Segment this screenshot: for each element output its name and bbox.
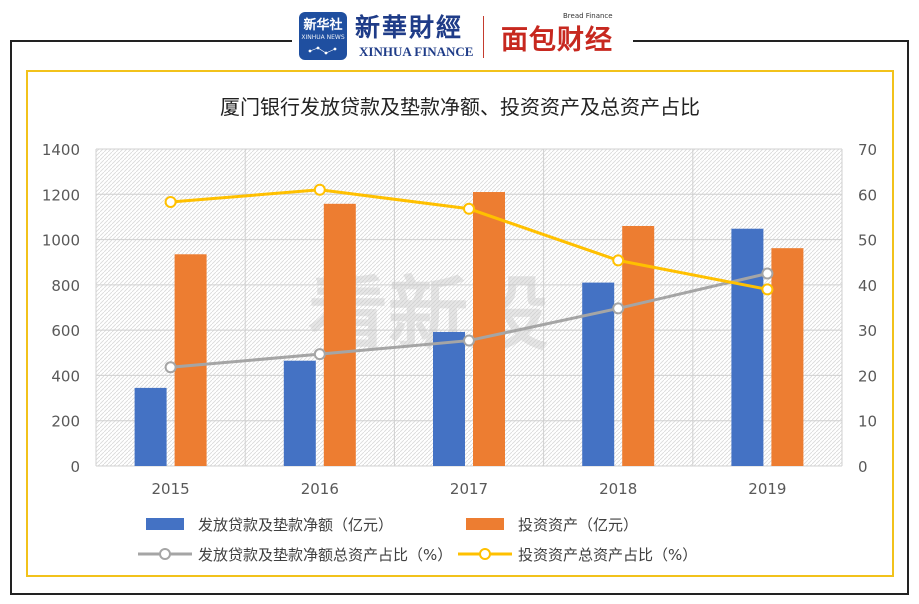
chart-title: 厦门银行发放贷款及垫款净额、投资资产及总资产占比	[220, 95, 700, 119]
left-tick-label: 1000	[42, 232, 80, 250]
frame-right-line	[907, 40, 909, 595]
right-tick-label: 70	[858, 141, 877, 159]
line-point	[313, 348, 326, 361]
legend-swatch-marker	[159, 548, 171, 560]
bar	[283, 360, 316, 466]
bar	[731, 228, 764, 466]
left-tick-label: 800	[51, 277, 80, 295]
bar	[473, 192, 505, 466]
bar	[771, 248, 804, 466]
line-point	[761, 267, 774, 280]
bar	[134, 387, 167, 466]
x-tick-label: 2018	[599, 480, 637, 498]
line-point	[761, 283, 774, 296]
x-axis-ticks: 2015 2016 2017 2018 2019	[152, 480, 787, 498]
left-tick-label: 1400	[42, 141, 80, 159]
x-tick-label: 2017	[450, 480, 488, 498]
bread-finance-cn: 面包财经	[501, 25, 613, 56]
right-tick-label: 40	[858, 277, 877, 295]
legend-swatch-marker	[479, 548, 491, 560]
frame-top-line-right	[633, 40, 909, 42]
combo-chart: 厦门银行发放贷款及垫款净额、投资资产及总资产占比 看新股 02004006008…	[42, 95, 877, 564]
chart-container: 厦门银行发放贷款及垫款净额、投资资产及总资产占比 看新股 0 200 400 600 8…	[26, 70, 894, 577]
left-tick-label: 0	[70, 458, 80, 476]
legend-label: 投资资产总资产占比（%）	[518, 546, 697, 564]
line-point	[612, 302, 625, 315]
right-axis-ticks: 0 10 20 30 40 50 60 70	[858, 141, 877, 476]
line-series	[164, 183, 774, 374]
xinhua-finance-cn: 新華財經	[355, 13, 464, 42]
xinhua-news-logo: 新华社 XINHUA NEWS	[299, 12, 347, 60]
right-tick-label: 10	[858, 413, 877, 431]
legend-swatch	[466, 518, 504, 530]
left-tick-label: 600	[51, 322, 80, 340]
x-tick-label: 2019	[748, 480, 786, 498]
left-axis-ticks: 0 200 400 600 800 1000 1200 1400	[42, 141, 80, 476]
frame-top-line-left	[10, 40, 292, 42]
xinhua-finance-en: XINHUA FINANCE	[359, 44, 474, 59]
xinhua-badge-en: XINHUA NEWS	[301, 34, 345, 41]
legend-label: 发放贷款及垫款净额总资产占比（%）	[198, 546, 452, 564]
legend: 发放贷款及垫款净额（亿元） 投资资产（亿元） 发放贷款及垫款净额总资产占比（%） 投资…	[138, 516, 697, 564]
legend-label: 投资资产（亿元）	[518, 516, 638, 534]
gridlines	[95, 148, 843, 467]
x-tick-label: 2016	[301, 480, 339, 498]
legend-swatch	[146, 518, 184, 530]
bar-series	[134, 192, 804, 466]
bar	[174, 254, 207, 466]
left-tick-label: 1200	[42, 186, 80, 204]
left-tick-label: 400	[51, 367, 80, 385]
right-tick-label: 30	[858, 322, 877, 340]
bread-finance-en: Bread Finance	[563, 12, 613, 20]
x-tick-label: 2015	[152, 480, 190, 498]
line-point	[313, 183, 326, 196]
bar	[433, 331, 465, 466]
line-point	[463, 202, 475, 215]
right-tick-label: 60	[858, 186, 877, 204]
bar	[323, 203, 356, 466]
right-tick-label: 0	[858, 458, 868, 476]
frame-left-line	[10, 40, 12, 595]
line-point	[612, 254, 625, 267]
left-tick-label: 200	[51, 413, 80, 431]
xinhua-badge-cn: 新华社	[303, 18, 343, 33]
line-point	[164, 361, 177, 374]
plot-area	[96, 149, 842, 466]
legend-label: 发放贷款及垫款净额（亿元）	[198, 516, 393, 534]
right-tick-label: 50	[858, 232, 877, 250]
frame-bottom-line	[10, 593, 909, 595]
right-tick-label: 20	[858, 367, 877, 385]
header-logos: 新华社 XINHUA NEWS 新華財經 XINHUA FINANCE Brea…	[295, 6, 630, 66]
line-point	[164, 195, 177, 208]
line-point	[463, 334, 475, 347]
network-dots-icon	[308, 46, 337, 55]
logo-separator	[483, 16, 484, 58]
